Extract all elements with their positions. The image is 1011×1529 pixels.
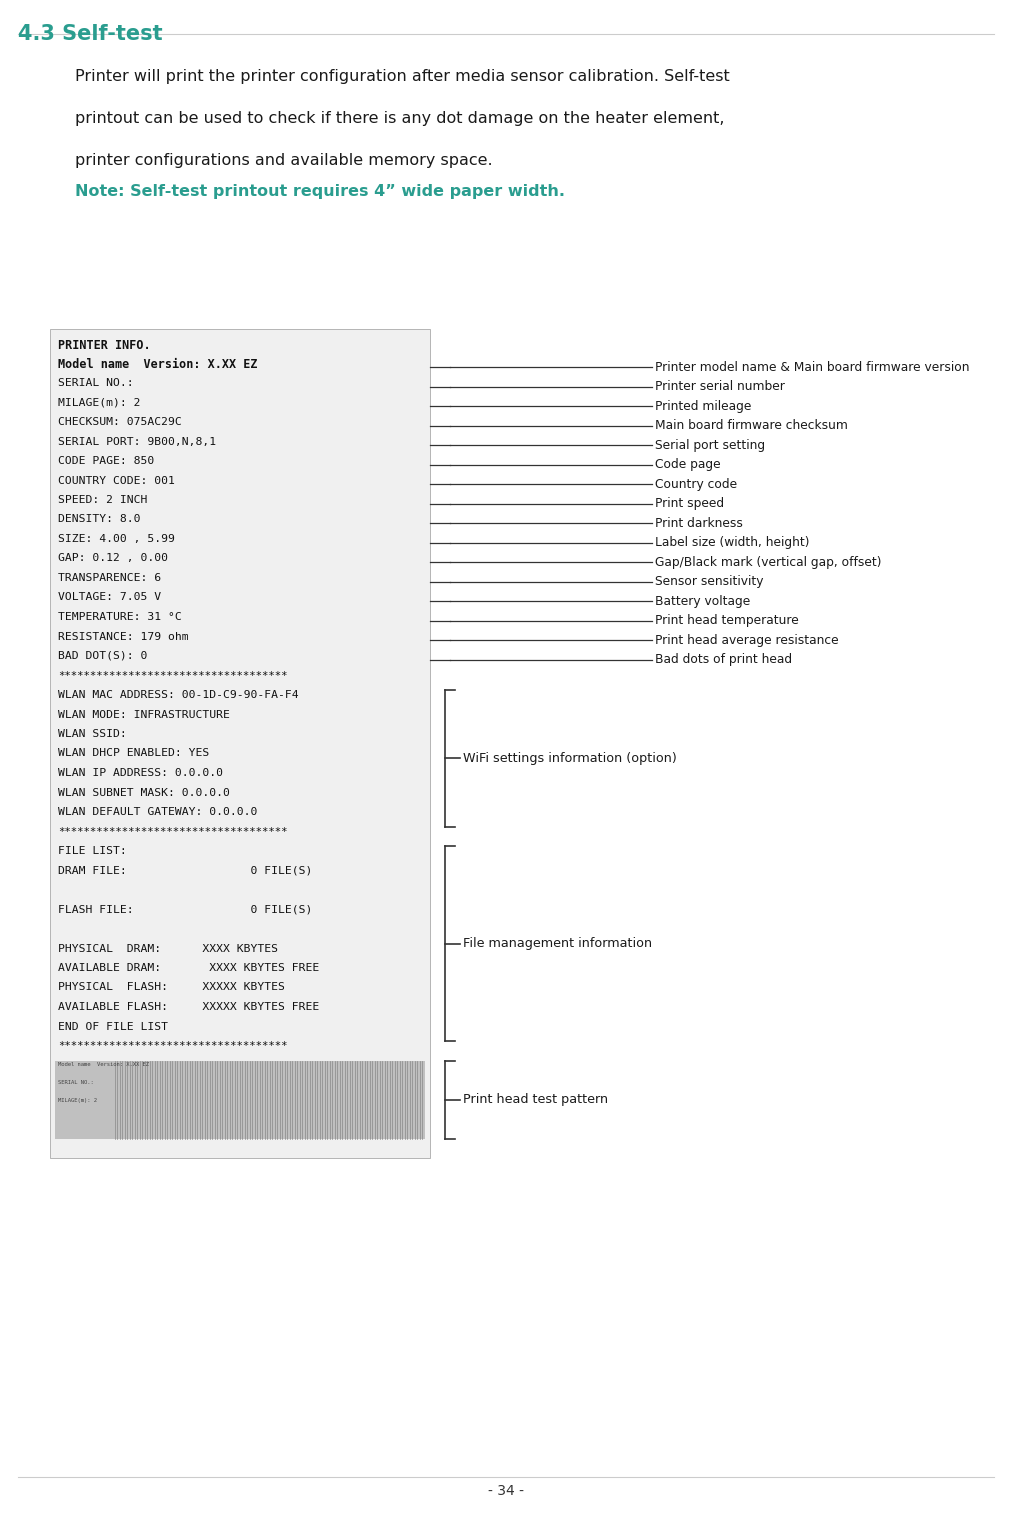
Text: FILE LIST:: FILE LIST: bbox=[58, 846, 126, 856]
Text: printer configurations and available memory space.: printer configurations and available mem… bbox=[75, 153, 492, 168]
Text: Printed mileage: Printed mileage bbox=[654, 399, 750, 413]
Text: Code page: Code page bbox=[654, 459, 720, 471]
Text: WiFi settings information (option): WiFi settings information (option) bbox=[463, 752, 676, 764]
Text: FLASH FILE:                 0 FILE(S): FLASH FILE: 0 FILE(S) bbox=[58, 905, 312, 914]
Text: WLAN SSID:: WLAN SSID: bbox=[58, 729, 126, 739]
Text: WLAN DHCP ENABLED: YES: WLAN DHCP ENABLED: YES bbox=[58, 749, 209, 758]
Text: 4.3 Self-test: 4.3 Self-test bbox=[18, 24, 163, 44]
Text: Note: Self-test printout requires 4” wide paper width.: Note: Self-test printout requires 4” wid… bbox=[75, 183, 564, 199]
Text: BAD DOT(S): 0: BAD DOT(S): 0 bbox=[58, 651, 148, 661]
Text: AVAILABLE DRAM:       XXXX KBYTES FREE: AVAILABLE DRAM: XXXX KBYTES FREE bbox=[58, 963, 318, 972]
Bar bbox=[50, 329, 430, 1159]
Text: DENSITY: 8.0: DENSITY: 8.0 bbox=[58, 514, 141, 524]
Text: Main board firmware checksum: Main board firmware checksum bbox=[654, 419, 847, 433]
Text: printout can be used to check if there is any dot damage on the heater element,: printout can be used to check if there i… bbox=[75, 112, 724, 125]
Text: CHECKSUM: 075AC29C: CHECKSUM: 075AC29C bbox=[58, 417, 182, 427]
Text: DRAM FILE:                  0 FILE(S): DRAM FILE: 0 FILE(S) bbox=[58, 865, 312, 876]
Text: PHYSICAL  DRAM:      XXXX KBYTES: PHYSICAL DRAM: XXXX KBYTES bbox=[58, 943, 278, 954]
Text: ************************************: ************************************ bbox=[58, 671, 287, 680]
Text: Battery voltage: Battery voltage bbox=[654, 595, 749, 607]
Text: END OF FILE LIST: END OF FILE LIST bbox=[58, 1021, 168, 1032]
Text: WLAN MAC ADDRESS: 00-1D-C9-90-FA-F4: WLAN MAC ADDRESS: 00-1D-C9-90-FA-F4 bbox=[58, 690, 298, 700]
Bar bbox=[55, 1061, 425, 1139]
Text: Bad dots of print head: Bad dots of print head bbox=[654, 653, 792, 667]
Text: WLAN MODE: INFRASTRUCTURE: WLAN MODE: INFRASTRUCTURE bbox=[58, 709, 229, 720]
Text: SIZE: 4.00 , 5.99: SIZE: 4.00 , 5.99 bbox=[58, 534, 175, 544]
Text: COUNTRY CODE: 001: COUNTRY CODE: 001 bbox=[58, 476, 175, 486]
Text: MILAGE(m): 2: MILAGE(m): 2 bbox=[58, 1098, 97, 1102]
Text: - 34 -: - 34 - bbox=[487, 1485, 524, 1498]
Text: Label size (width, height): Label size (width, height) bbox=[654, 537, 809, 549]
Text: TEMPERATURE: 31 °C: TEMPERATURE: 31 °C bbox=[58, 612, 182, 622]
Text: VOLTAGE: 7.05 V: VOLTAGE: 7.05 V bbox=[58, 593, 161, 602]
Text: Serial port setting: Serial port setting bbox=[654, 439, 764, 451]
Text: Print speed: Print speed bbox=[654, 497, 724, 511]
Text: CODE PAGE: 850: CODE PAGE: 850 bbox=[58, 456, 154, 466]
Text: Model name  Version: X.XX EZ: Model name Version: X.XX EZ bbox=[58, 1063, 149, 1067]
Text: Printer serial number: Printer serial number bbox=[654, 381, 785, 393]
Text: Print head test pattern: Print head test pattern bbox=[463, 1093, 608, 1105]
Text: Printer model name & Main board firmware version: Printer model name & Main board firmware… bbox=[654, 361, 969, 373]
Text: GAP: 0.12 , 0.00: GAP: 0.12 , 0.00 bbox=[58, 553, 168, 564]
Text: WLAN DEFAULT GATEWAY: 0.0.0.0: WLAN DEFAULT GATEWAY: 0.0.0.0 bbox=[58, 807, 257, 816]
Text: PRINTER INFO.: PRINTER INFO. bbox=[58, 339, 151, 352]
Text: File management information: File management information bbox=[463, 937, 651, 950]
Text: Print darkness: Print darkness bbox=[654, 517, 742, 529]
Text: Printer will print the printer configuration after media sensor calibration. Sel: Printer will print the printer configura… bbox=[75, 69, 729, 84]
Text: Gap/Black mark (vertical gap, offset): Gap/Black mark (vertical gap, offset) bbox=[654, 555, 881, 569]
Text: Sensor sensitivity: Sensor sensitivity bbox=[654, 575, 762, 589]
Text: TRANSPARENCE: 6: TRANSPARENCE: 6 bbox=[58, 573, 161, 583]
Text: Country code: Country code bbox=[654, 477, 736, 491]
Text: SERIAL PORT: 9B00,N,8,1: SERIAL PORT: 9B00,N,8,1 bbox=[58, 436, 216, 446]
Text: SERIAL NO.:: SERIAL NO.: bbox=[58, 378, 133, 388]
Text: Print head average resistance: Print head average resistance bbox=[654, 635, 838, 647]
Text: PHYSICAL  FLASH:     XXXXX KBYTES: PHYSICAL FLASH: XXXXX KBYTES bbox=[58, 983, 284, 992]
Text: Model name  Version: X.XX EZ: Model name Version: X.XX EZ bbox=[58, 358, 257, 372]
Text: MILAGE(m): 2: MILAGE(m): 2 bbox=[58, 398, 141, 408]
Text: SERIAL NO.:: SERIAL NO.: bbox=[58, 1079, 94, 1086]
Text: ************************************: ************************************ bbox=[58, 827, 287, 836]
Text: AVAILABLE FLASH:     XXXXX KBYTES FREE: AVAILABLE FLASH: XXXXX KBYTES FREE bbox=[58, 1001, 318, 1012]
Text: WLAN SUBNET MASK: 0.0.0.0: WLAN SUBNET MASK: 0.0.0.0 bbox=[58, 787, 229, 798]
Text: WLAN IP ADDRESS: 0.0.0.0: WLAN IP ADDRESS: 0.0.0.0 bbox=[58, 768, 222, 778]
Text: RESISTANCE: 179 ohm: RESISTANCE: 179 ohm bbox=[58, 631, 188, 642]
Text: Print head temperature: Print head temperature bbox=[654, 615, 798, 627]
Text: ************************************: ************************************ bbox=[58, 1041, 287, 1050]
Text: SPEED: 2 INCH: SPEED: 2 INCH bbox=[58, 495, 148, 505]
